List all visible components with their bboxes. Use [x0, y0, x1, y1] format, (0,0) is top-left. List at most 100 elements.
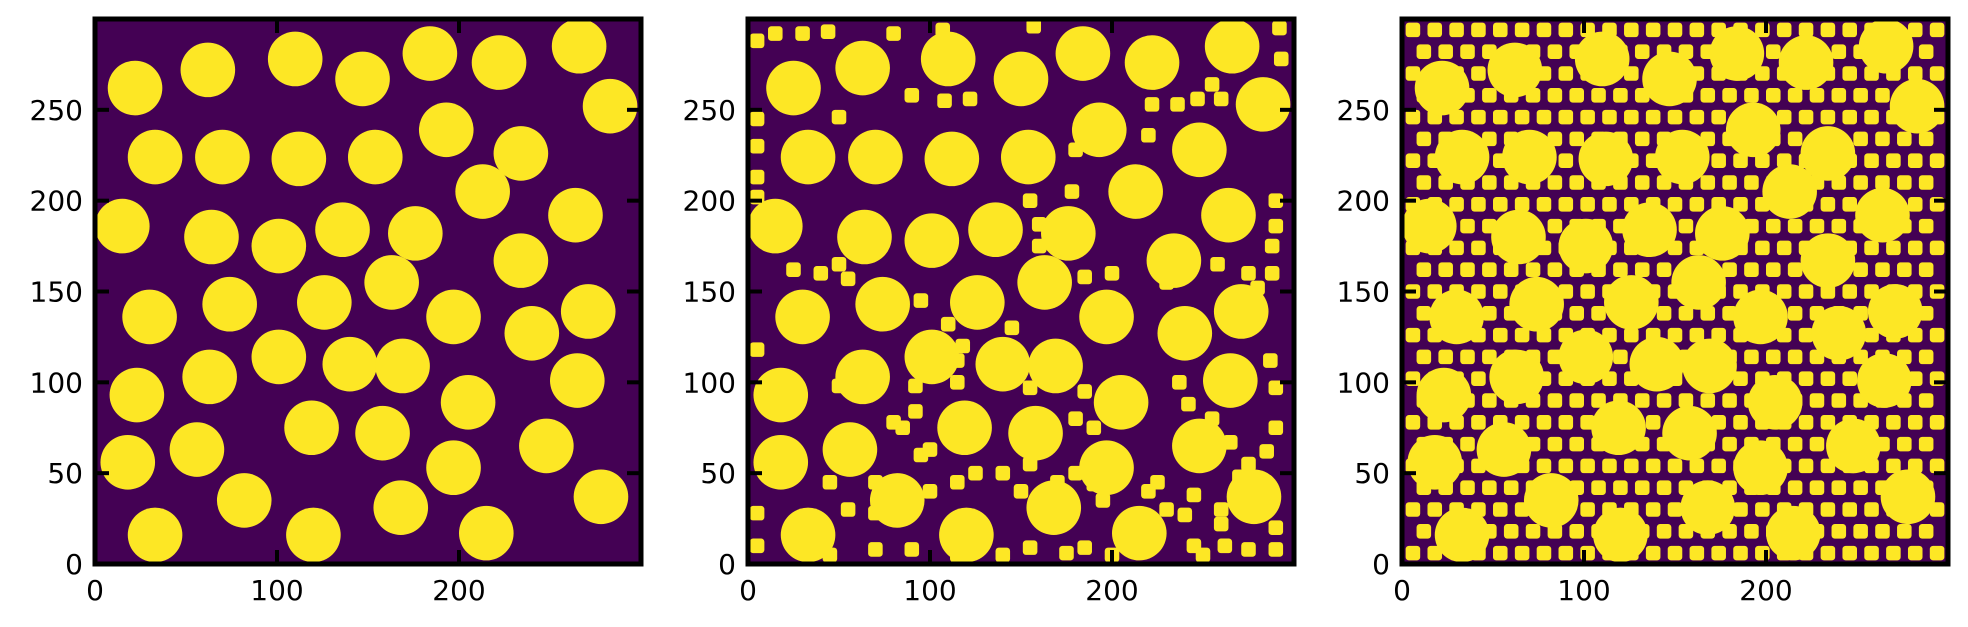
small-particle: [1405, 502, 1421, 517]
small-particle: [1689, 545, 1705, 561]
large-particle: [1671, 255, 1726, 310]
small-particle: [962, 91, 978, 107]
large-particle: [504, 305, 560, 361]
small-particle: [1471, 66, 1486, 81]
large-particle: [402, 26, 458, 81]
small-particle: [1077, 269, 1092, 285]
large-particle: [1604, 275, 1659, 330]
large-particle: [748, 198, 803, 254]
large-particle: [493, 233, 549, 288]
large-particle: [286, 507, 341, 563]
large-particle: [1709, 26, 1765, 81]
small-particle: [1405, 545, 1421, 561]
small-particle: [1086, 420, 1102, 436]
small-particle: [1645, 458, 1661, 474]
small-particle: [1875, 88, 1890, 103]
small-particle: [1569, 306, 1584, 321]
small-particle: [749, 138, 765, 154]
large-particle: [100, 434, 156, 490]
small-particle: [1438, 44, 1453, 59]
large-particle: [869, 473, 925, 528]
x-tick-label: 0: [1393, 574, 1411, 607]
y-tick-label: 200: [683, 185, 736, 218]
large-particle: [1157, 305, 1213, 361]
small-particle: [1689, 22, 1705, 38]
small-particle: [1787, 306, 1803, 321]
small-particle: [1624, 22, 1639, 38]
large-particle: [373, 480, 429, 535]
small-particle: [1427, 502, 1443, 517]
small-particle: [995, 465, 1011, 481]
small-particle: [940, 316, 956, 332]
small-particle: [1536, 545, 1552, 561]
small-particle: [1022, 193, 1038, 208]
small-particle: [1536, 22, 1552, 38]
large-particle: [775, 289, 830, 345]
small-particle: [1503, 262, 1519, 277]
small-particle: [1798, 109, 1814, 125]
small-particle: [1141, 127, 1156, 143]
large-particle: [493, 126, 549, 181]
small-particle: [1853, 480, 1868, 495]
large-particle: [1055, 26, 1111, 81]
small-particle: [1580, 197, 1595, 212]
large-particle: [1112, 505, 1167, 561]
y-tick-label: 200: [1337, 185, 1390, 218]
small-particle: [1558, 66, 1574, 81]
small-particle: [1766, 88, 1781, 103]
x-tick-label: 200: [1739, 574, 1792, 607]
small-particle: [1602, 109, 1617, 125]
large-particle: [753, 434, 809, 490]
small-particle: [1733, 153, 1748, 168]
small-particle: [1405, 153, 1421, 168]
small-particle: [1787, 218, 1803, 234]
small-particle: [1929, 545, 1945, 561]
small-particle: [1831, 393, 1847, 408]
small-particle: [1689, 109, 1705, 125]
large-particle: [109, 367, 165, 423]
large-particle: [1213, 284, 1269, 339]
small-particle: [1656, 306, 1672, 321]
small-particle: [1022, 456, 1038, 472]
small-particle: [1667, 545, 1683, 561]
small-particle: [1602, 197, 1617, 212]
small-particle: [749, 342, 765, 357]
large-particle: [1778, 35, 1834, 90]
small-particle: [1809, 218, 1825, 234]
large-particle: [315, 202, 370, 258]
small-particle: [1798, 22, 1814, 38]
small-particle: [1438, 349, 1453, 365]
small-particle: [1022, 540, 1038, 555]
small-particle: [1766, 262, 1781, 277]
small-particle: [1241, 542, 1256, 557]
small-particle: [995, 547, 1011, 563]
small-particle: [1798, 415, 1814, 430]
large-particle: [1766, 505, 1821, 561]
small-particle: [1580, 502, 1595, 517]
large-particle: [1880, 469, 1936, 525]
small-particle: [822, 474, 838, 490]
small-particle: [1656, 480, 1672, 495]
large-particle: [1226, 469, 1282, 525]
small-particle: [1667, 22, 1683, 38]
small-particle: [749, 33, 765, 49]
large-particle: [195, 129, 250, 185]
small-particle: [1580, 458, 1595, 474]
large-particle: [1558, 329, 1614, 385]
large-particle: [1079, 289, 1134, 345]
small-particle: [1405, 327, 1421, 343]
large-particle: [519, 418, 574, 474]
large-particle: [1026, 480, 1082, 535]
small-particle: [1842, 66, 1857, 81]
small-particle: [1918, 393, 1934, 408]
small-particle: [1634, 480, 1650, 495]
small-particle: [1733, 545, 1748, 561]
large-particle: [1867, 284, 1923, 339]
small-particle: [1897, 524, 1912, 539]
small-particle: [950, 474, 965, 490]
small-particle: [1853, 131, 1868, 147]
small-particle: [1558, 153, 1574, 168]
large-particle: [1093, 375, 1149, 430]
small-particle: [1427, 545, 1443, 561]
large-particle: [127, 129, 183, 185]
